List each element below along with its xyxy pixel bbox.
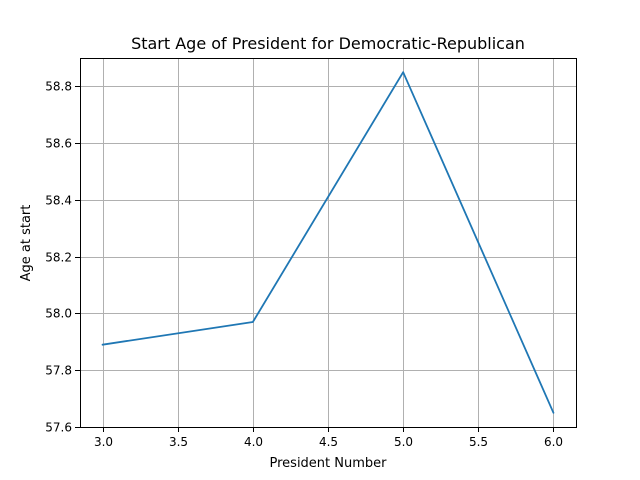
y-axis-ticks: 57.6 57.8 58.0 58.2 58.4 58.6 58.8: [45, 80, 80, 435]
x-tick-label: 3.5: [169, 435, 188, 449]
x-axis-label: President Number: [270, 456, 388, 471]
y-tick-label: 58.0: [45, 307, 72, 321]
y-tick-label: 57.8: [45, 364, 72, 378]
y-axis-label: Age at start: [19, 205, 34, 282]
x-tick-label: 5.5: [469, 435, 488, 449]
x-tick-label: 4.0: [244, 435, 263, 449]
series-layer: [101, 71, 555, 414]
y-tick-label: 58.4: [45, 194, 72, 208]
series-line: [101, 71, 555, 414]
x-tick-label: 3.0: [94, 435, 113, 449]
x-tick-label: 4.5: [319, 435, 338, 449]
x-tick-label: 6.0: [544, 435, 563, 449]
x-tick-label: 5.0: [394, 435, 413, 449]
y-tick-label: 57.6: [45, 421, 72, 435]
x-axis-ticks: 3.0 3.5 4.0 4.5 5.0 5.5 6.0: [94, 427, 563, 449]
chart-title: Start Age of President for Democratic-Re…: [131, 34, 525, 53]
grid-lines: [80, 58, 576, 428]
y-tick-label: 58.6: [45, 137, 72, 151]
y-tick-label: 58.2: [45, 251, 72, 265]
y-tick-label: 58.8: [45, 80, 72, 94]
